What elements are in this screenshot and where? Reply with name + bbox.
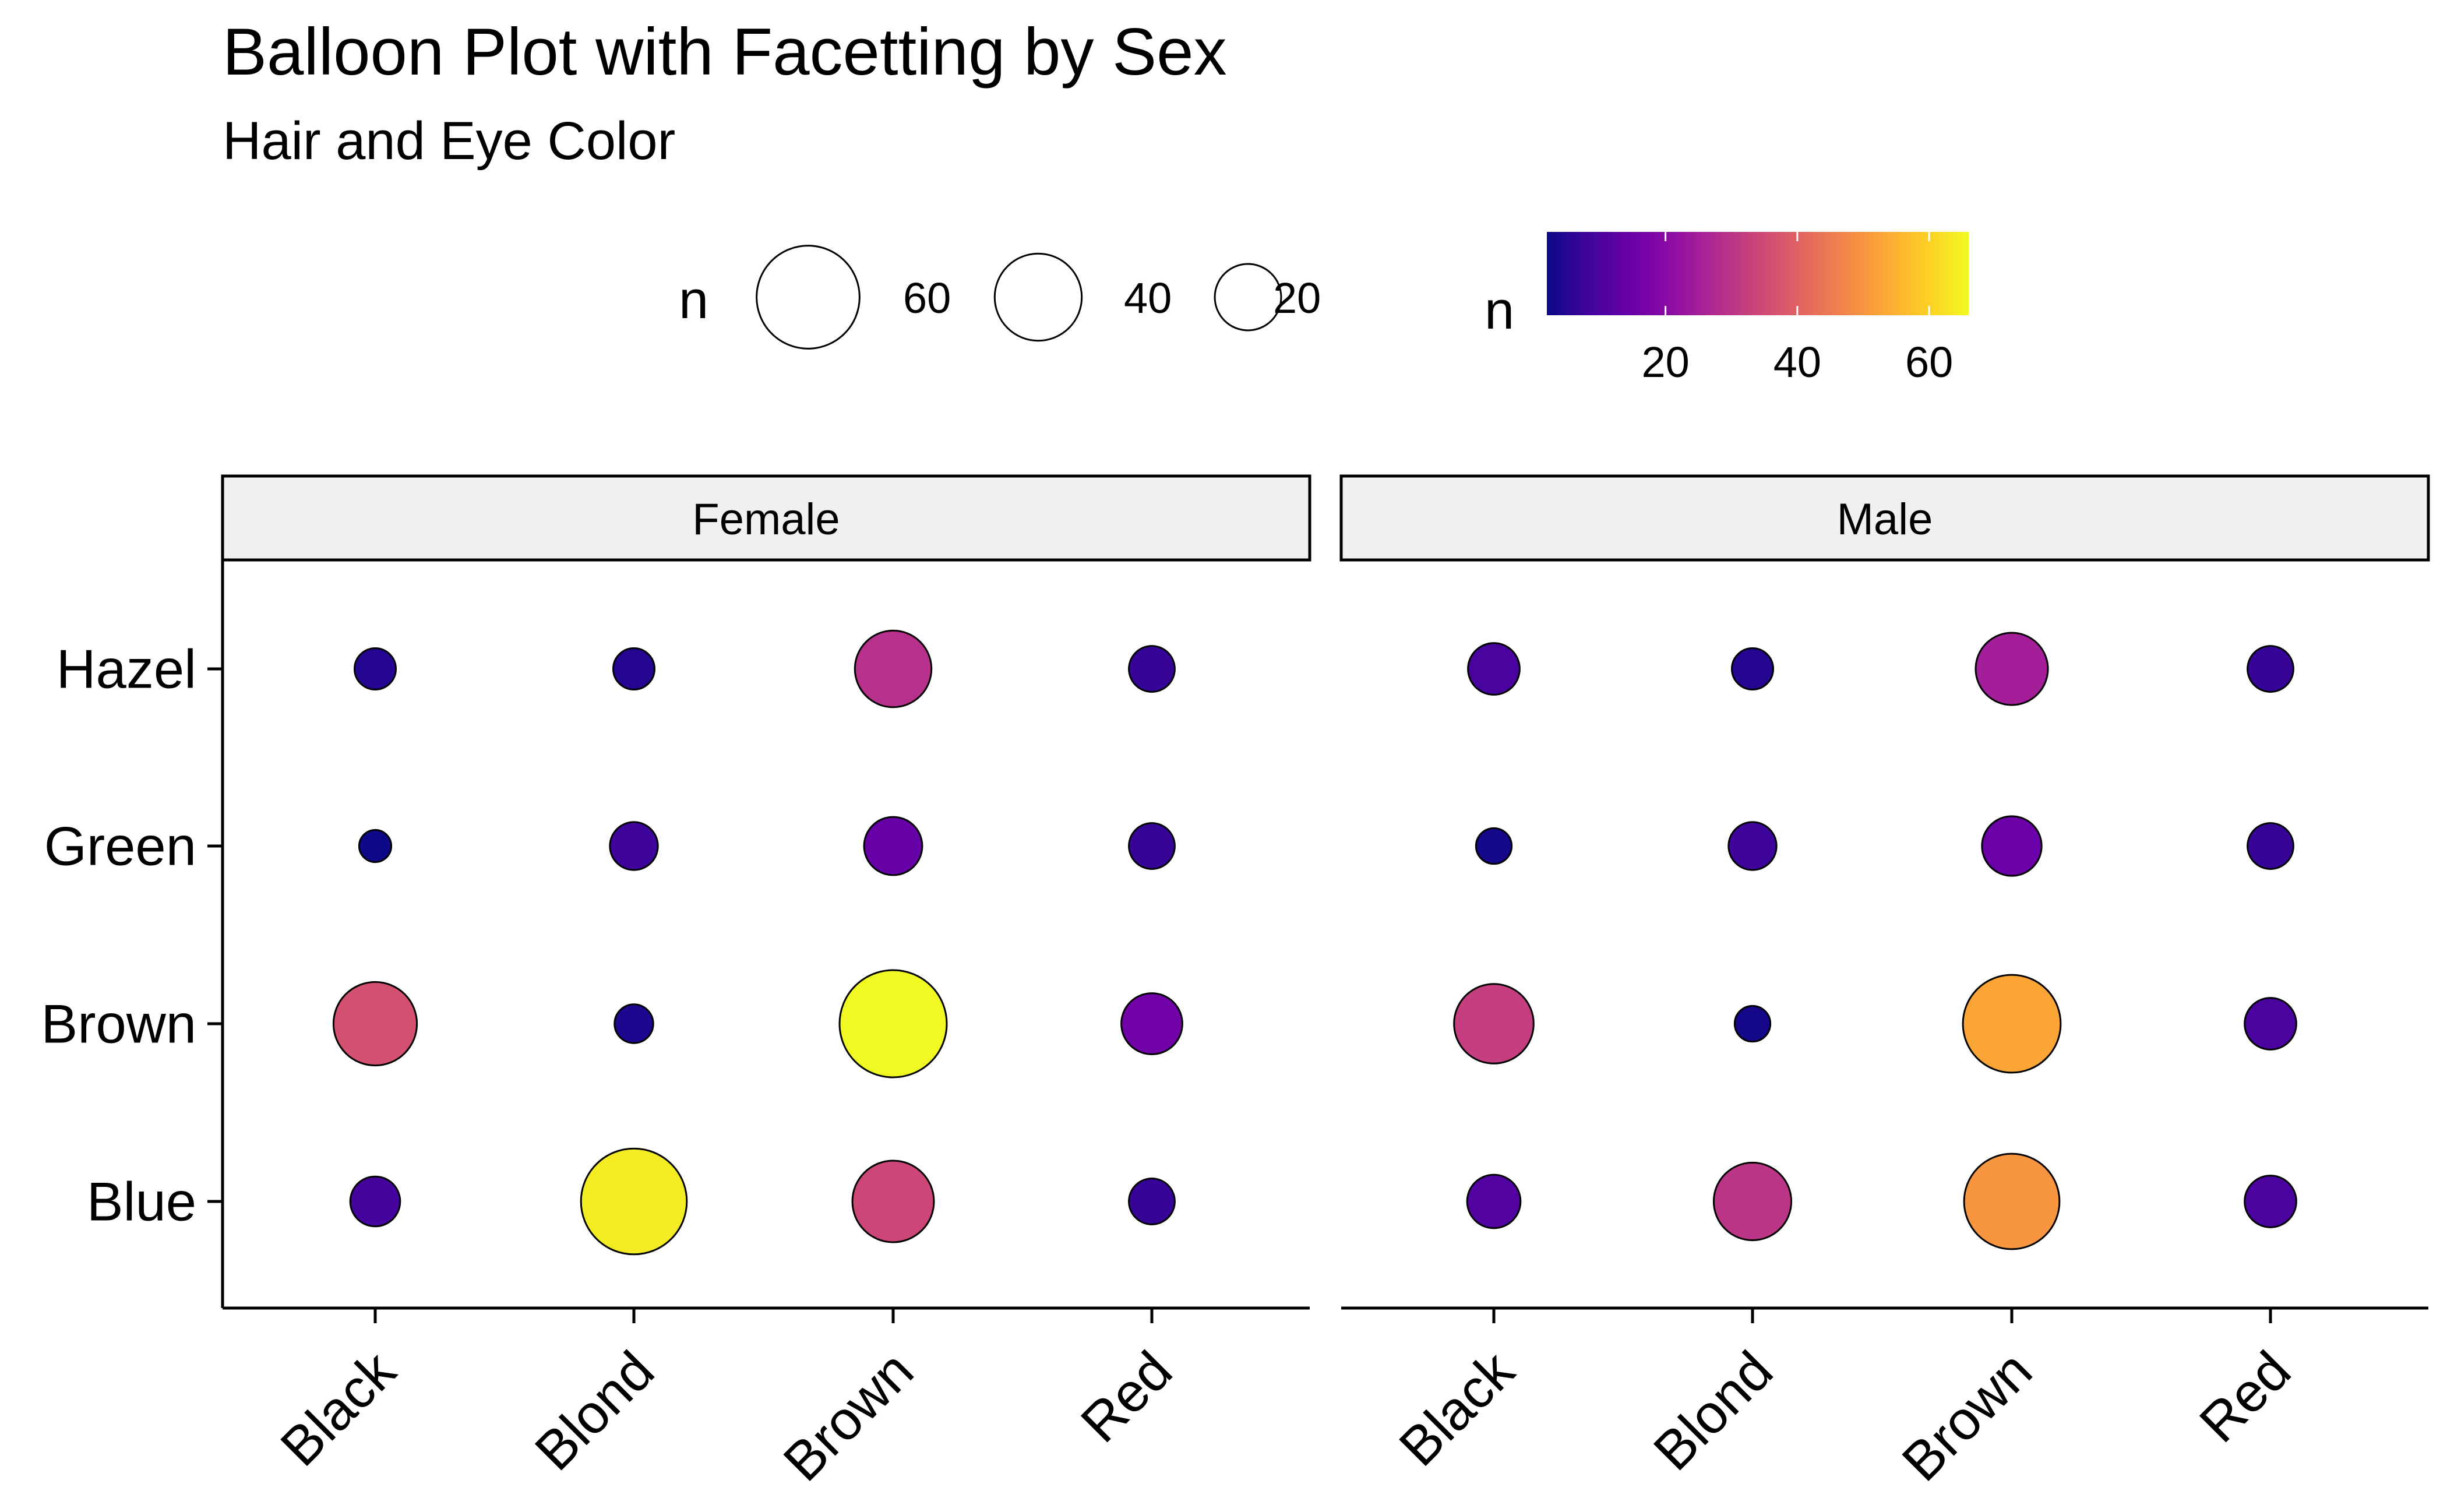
balloon-female-red-hazel: [1128, 645, 1176, 693]
chart-title: Balloon Plot with Facetting by Sex: [223, 15, 1227, 89]
x-tick-label: Blond: [523, 1340, 665, 1482]
balloon-male-black-blue: [1466, 1173, 1522, 1229]
x-tick-label: Black: [1387, 1339, 1525, 1477]
y-tick-label: Blue: [87, 1171, 196, 1232]
balloon-male-blond-brown: [1733, 1005, 1772, 1043]
size-legend-label: 20: [1273, 274, 1321, 322]
balloon-male-black-hazel: [1467, 642, 1521, 696]
facet-strip-label: Male: [1837, 495, 1933, 544]
balloon-female-brown-brown: [838, 969, 948, 1079]
facet-female: Female Black Blond Brown Red: [221, 474, 1311, 1493]
x-tick-label: Brown: [772, 1340, 925, 1493]
chart-subtitle: Hair and Eye Color: [223, 111, 675, 171]
balloon-male-brown-hazel: [1974, 632, 2049, 706]
balloon-female-brown-hazel: [854, 629, 933, 709]
balloon-male-blond-green: [1727, 821, 1778, 871]
balloon-female-red-green: [1128, 822, 1176, 870]
size-legend-label: 60: [903, 274, 951, 322]
colorbar: [1547, 232, 1969, 315]
colorbar-tick-label: 60: [1905, 338, 1953, 386]
balloon-male-brown-blue: [1963, 1152, 2061, 1250]
facet-panels: Female Black Blond Brown Red Male Black Blond Br…: [221, 474, 2430, 1493]
size-legend-key: [993, 252, 1083, 342]
size-legend-title: n: [679, 270, 708, 330]
balloon-female-red-brown: [1120, 992, 1183, 1055]
balloon-male-black-brown: [1453, 983, 1535, 1065]
balloon-male-black-green: [1475, 827, 1513, 865]
size-legend: n 60 40 20: [679, 245, 1321, 350]
x-tick-label: Brown: [1891, 1340, 2044, 1493]
balloon-female-blond-hazel: [612, 647, 655, 690]
facet-strip-label: Female: [692, 495, 840, 544]
color-legend: n 20 40 60: [1485, 232, 1969, 386]
x-tick-label: Red: [1069, 1340, 1183, 1454]
y-tick-label: Green: [44, 816, 196, 877]
size-legend-label: 40: [1124, 274, 1172, 322]
balloon-male-brown-green: [1981, 815, 2043, 877]
size-legend-key: [1214, 263, 1282, 332]
colorbar-tick-label: 20: [1641, 338, 1689, 386]
balloon-female-blond-green: [609, 821, 659, 871]
balloon-female-black-green: [358, 829, 393, 864]
balloon-male-red-hazel: [2247, 645, 2294, 693]
x-tick-label: Red: [2188, 1340, 2302, 1454]
balloon-male-blond-hazel: [1731, 647, 1774, 690]
balloon-male-blond-blue: [1712, 1161, 1793, 1242]
balloon-male-red-blue: [2244, 1175, 2297, 1228]
balloon-female-red-blue: [1128, 1178, 1176, 1225]
balloon-female-blond-blue: [580, 1147, 688, 1256]
balloon-male-red-green: [2247, 822, 2294, 870]
y-tick-label: Hazel: [57, 639, 196, 700]
balloon-male-red-brown: [2244, 997, 2297, 1051]
facet-strip: [1339, 474, 2430, 562]
x-tick-label: Blond: [1642, 1340, 1784, 1482]
facet-strip: [221, 474, 1311, 562]
x-tick-label: Black: [269, 1339, 407, 1477]
balloon-female-brown-green: [863, 816, 923, 876]
y-tick-label: Brown: [41, 993, 196, 1055]
balloon-female-brown-blue: [851, 1159, 935, 1243]
balloon-female-black-blue: [349, 1175, 401, 1228]
facet-male: Male Black Blond Brown Red: [1339, 474, 2430, 1493]
colorbar-tick-label: 40: [1773, 338, 1821, 386]
balloon-female-blond-brown: [613, 1003, 654, 1044]
size-legend-key: [756, 245, 861, 350]
balloon-female-black-brown: [332, 981, 418, 1067]
color-legend-title: n: [1485, 281, 1514, 340]
y-axis: Hazel Green Brown Blue: [41, 560, 224, 1308]
balloon-female-black-hazel: [354, 647, 397, 690]
balloon-male-brown-brown: [1962, 974, 2062, 1074]
